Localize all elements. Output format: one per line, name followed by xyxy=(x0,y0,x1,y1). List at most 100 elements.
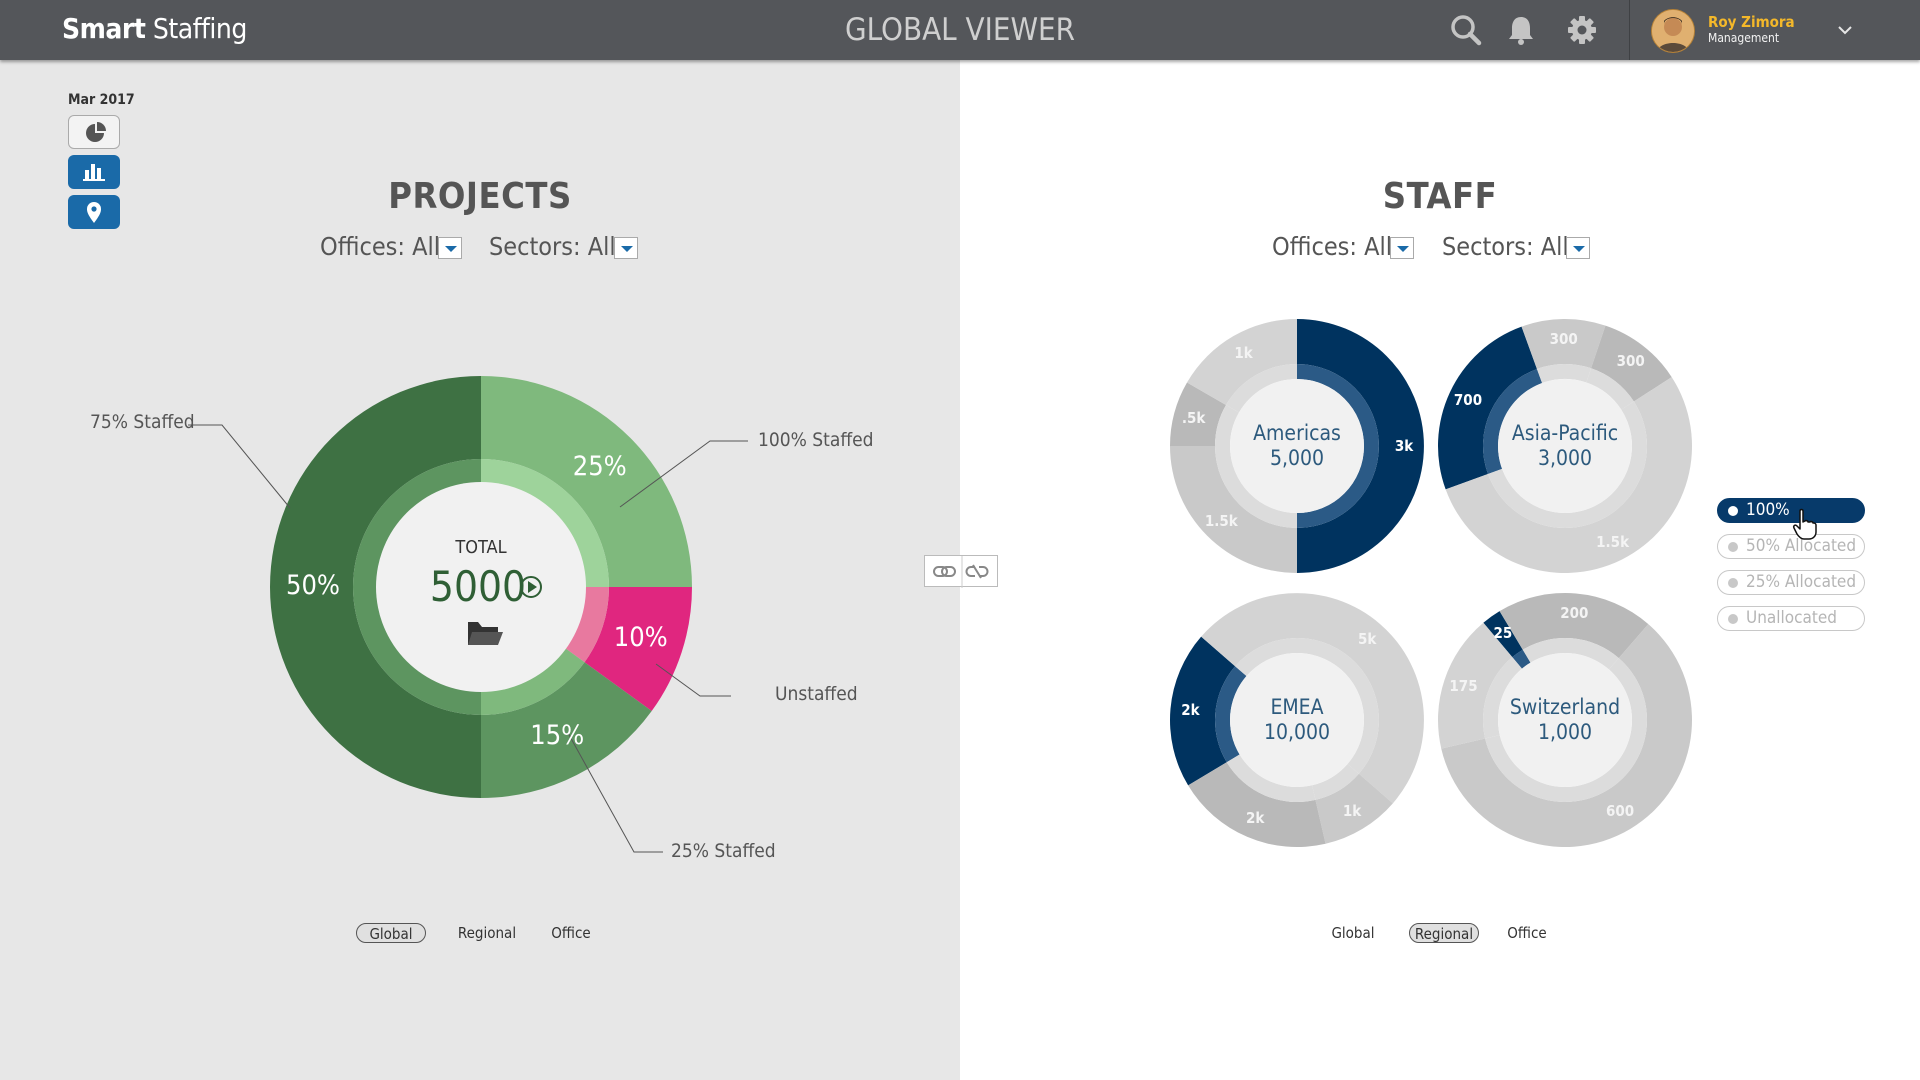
staff-donut-charts xyxy=(1170,319,1693,847)
folder-icon[interactable] xyxy=(468,622,503,645)
link-icon[interactable] xyxy=(933,566,956,577)
legend-50-allocated[interactable]: 50% Allocated xyxy=(1717,534,1865,559)
region-total: 10,000 xyxy=(1263,719,1331,744)
search-icon[interactable] xyxy=(1448,12,1484,48)
staff-slice[interactable] xyxy=(1188,762,1326,847)
top-bar: Smart Staffing GLOBAL VIEWER Roy Zimora … xyxy=(0,0,1920,60)
staff-slice-inner[interactable] xyxy=(1215,405,1239,446)
staff-slice[interactable] xyxy=(1170,382,1226,447)
projects-sectors-dropdown[interactable] xyxy=(614,237,638,259)
staff-slice-inner[interactable] xyxy=(1487,401,1647,528)
staff-slice-inner[interactable] xyxy=(1312,763,1359,800)
tab-office[interactable]: Office xyxy=(1507,924,1547,942)
donut-center xyxy=(1498,653,1632,787)
staff-slice[interactable] xyxy=(1591,325,1672,402)
play-icon[interactable] xyxy=(520,576,542,598)
bar-chart-icon xyxy=(83,164,105,181)
staff-sectors-dropdown[interactable] xyxy=(1566,237,1590,259)
staff-slice[interactable] xyxy=(1170,446,1297,573)
staff-slice-label: 175 xyxy=(1449,676,1478,695)
staff-slice-inner[interactable] xyxy=(1226,754,1316,802)
staff-slice-inner[interactable] xyxy=(1225,364,1297,413)
slice-inner-ring[interactable] xyxy=(481,459,609,587)
slice-percent-label: 50% xyxy=(286,570,340,602)
donut-asia-pacific[interactable] xyxy=(1438,319,1693,574)
dot-icon xyxy=(1728,578,1738,588)
staff-slice[interactable] xyxy=(1170,636,1236,786)
avatar[interactable] xyxy=(1651,9,1695,53)
slice-75-staffed[interactable] xyxy=(270,376,481,798)
staff-slice-inner[interactable] xyxy=(1536,364,1592,384)
slice-percent-label: 15% xyxy=(530,719,585,751)
slice-25-staffed[interactable] xyxy=(481,662,652,798)
staff-slice[interactable] xyxy=(1438,326,1537,490)
staff-slice-inner[interactable] xyxy=(1483,368,1543,475)
staff-slice-inner[interactable] xyxy=(1483,657,1522,739)
slice-inner-ring[interactable] xyxy=(481,648,585,715)
staff-slice-label: 2k xyxy=(1181,701,1200,720)
region-total: 3,000 xyxy=(1537,445,1593,470)
projects-offices-dropdown[interactable] xyxy=(438,237,462,259)
staff-offices-dropdown[interactable] xyxy=(1390,237,1414,259)
link-toggle[interactable] xyxy=(924,555,998,588)
staff-slice-label: 300 xyxy=(1616,352,1645,371)
slice-inner-ring[interactable] xyxy=(353,459,481,715)
staff-slice-inner[interactable] xyxy=(1586,368,1634,410)
tab-global[interactable]: Global xyxy=(1331,924,1375,942)
donut-emea[interactable] xyxy=(1170,593,1424,847)
brand-logo[interactable]: Smart Staffing xyxy=(62,12,247,45)
donut-center xyxy=(1230,379,1364,513)
staff-slice[interactable] xyxy=(1445,377,1693,574)
total-label: TOTAL xyxy=(455,537,507,558)
donut-center xyxy=(376,482,586,692)
staff-slice-inner[interactable] xyxy=(1215,446,1297,528)
bar-view-button[interactable] xyxy=(68,155,120,189)
staff-slice[interactable] xyxy=(1438,622,1513,749)
page-title: GLOBAL VIEWER xyxy=(844,12,1076,48)
projects-title: PROJECTS xyxy=(388,176,572,217)
staff-slice-inner[interactable] xyxy=(1214,666,1247,763)
staff-slice-label: 1.5k xyxy=(1204,512,1238,531)
staff-slice[interactable] xyxy=(1441,624,1693,847)
legend-unallocated[interactable]: Unallocated xyxy=(1717,606,1865,631)
tab-regional[interactable]: Regional xyxy=(457,924,517,942)
donut-switzerland[interactable] xyxy=(1438,593,1693,847)
staff-slice[interactable] xyxy=(1315,773,1393,844)
staff-slice-label: 600 xyxy=(1606,802,1635,821)
map-view-button[interactable] xyxy=(68,195,120,229)
chevron-down-icon[interactable] xyxy=(1836,24,1854,36)
staff-slice[interactable] xyxy=(1297,319,1424,573)
region-total: 1,000 xyxy=(1537,719,1593,744)
slice-inner-ring[interactable] xyxy=(565,587,609,663)
staff-slice-inner[interactable] xyxy=(1297,364,1379,528)
staff-slice-inner[interactable] xyxy=(1485,658,1648,802)
donut-americas[interactable] xyxy=(1170,319,1424,573)
staff-slice-inner[interactable] xyxy=(1235,638,1379,774)
staff-slice[interactable] xyxy=(1201,593,1424,804)
staff-slice[interactable] xyxy=(1499,593,1649,659)
unlink-icon[interactable] xyxy=(965,564,989,579)
staff-slice-inner[interactable] xyxy=(1512,649,1531,669)
region-name: EMEA xyxy=(1270,694,1324,719)
caret-down-icon xyxy=(1397,246,1409,252)
tab-global[interactable]: Global xyxy=(356,923,426,943)
tab-office[interactable]: Office xyxy=(551,924,591,942)
pie-view-button[interactable] xyxy=(68,115,120,149)
legend-25-allocated[interactable]: 25% Allocated xyxy=(1717,570,1865,595)
staff-slice[interactable] xyxy=(1187,319,1297,405)
donut-center xyxy=(1230,653,1364,787)
tab-regional[interactable]: Regional xyxy=(1409,923,1479,943)
slice-unstaffed[interactable] xyxy=(584,587,692,712)
staff-slice[interactable] xyxy=(1521,319,1606,369)
divider xyxy=(1629,0,1630,60)
staff-slice[interactable] xyxy=(1483,611,1523,658)
total-value: 5000 xyxy=(429,562,527,611)
caret-down-icon xyxy=(1573,246,1585,252)
bell-icon[interactable] xyxy=(1503,12,1539,48)
slice-100-staffed[interactable] xyxy=(481,376,692,587)
gear-icon[interactable] xyxy=(1564,12,1600,48)
staff-slice-label: 2k xyxy=(1246,809,1265,828)
dot-icon xyxy=(1728,614,1738,624)
legend-100-allocated[interactable]: 100% Allocated xyxy=(1717,498,1865,543)
staff-slice-inner[interactable] xyxy=(1522,638,1619,670)
